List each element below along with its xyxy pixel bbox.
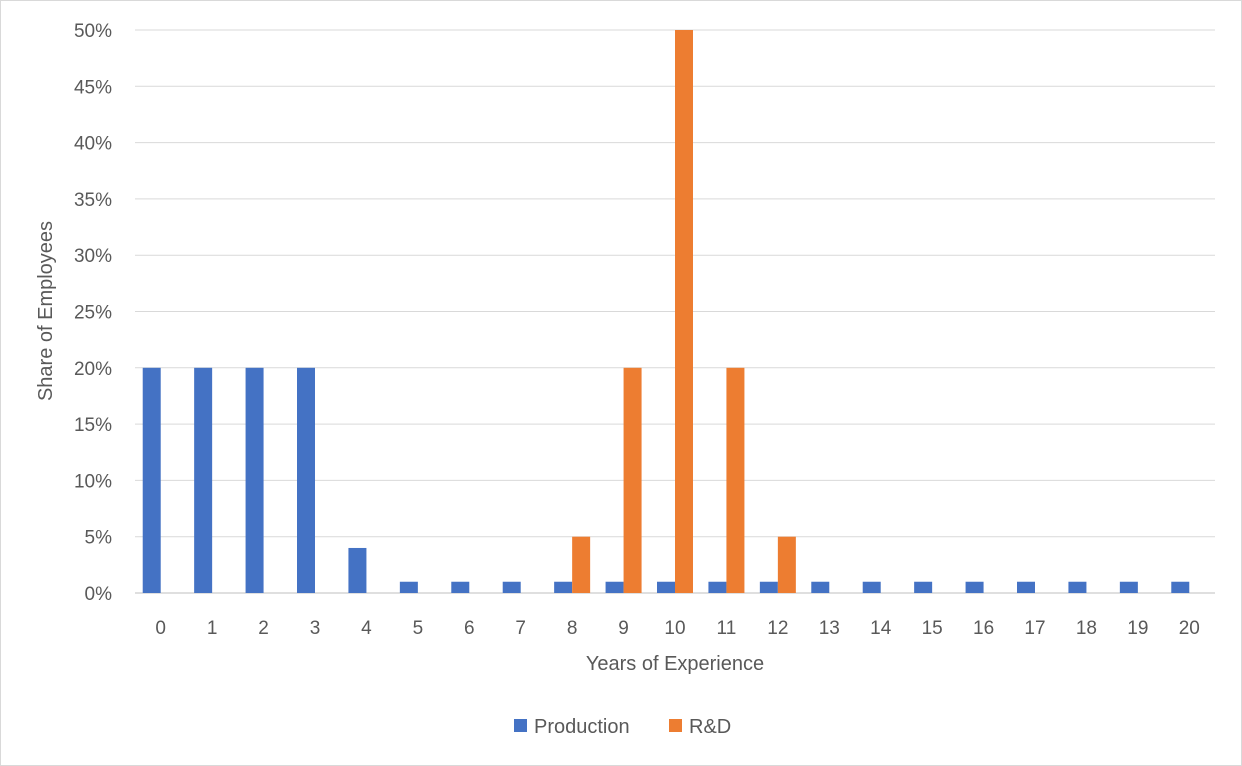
y-tick-label: 0% — [85, 584, 113, 605]
x-tick-label: 4 — [361, 618, 372, 639]
x-axis-ticks: 0 1 2 3 4 5 6 7 8 9 10 11 12 13 14 15 16 17 18 19 20 — [155, 618, 1199, 639]
bar-production-15 — [914, 581, 933, 593]
y-tick-label: 45% — [74, 77, 112, 98]
bar-production-16 — [965, 581, 984, 593]
x-tick-label: 10 — [664, 618, 685, 639]
bar-production-1 — [194, 367, 213, 593]
legend-label-production: Production — [534, 716, 630, 738]
x-tick-label: 8 — [567, 618, 578, 639]
bar-production-12 — [759, 581, 778, 593]
legend-swatch-rd — [669, 719, 682, 732]
bar-production-4 — [348, 547, 367, 593]
y-tick-label: 10% — [74, 471, 112, 492]
legend-swatch-production — [514, 719, 527, 732]
x-tick-label: 18 — [1076, 618, 1097, 639]
bar-production-7 — [502, 581, 521, 593]
y-tick-label: 5% — [85, 528, 113, 549]
x-tick-label: 1 — [207, 618, 218, 639]
x-tick-label: 15 — [922, 618, 943, 639]
y-tick-label: 35% — [74, 190, 112, 211]
y-axis-title: Share of Employees — [35, 221, 57, 401]
x-axis-title: Years of Experience — [586, 653, 764, 675]
y-tick-label: 50% — [74, 21, 112, 42]
y-tick-label: 15% — [74, 415, 112, 436]
bar-production-14 — [862, 581, 881, 593]
bar-rd-11 — [726, 367, 745, 593]
x-tick-label: 3 — [310, 618, 321, 639]
x-tick-label: 13 — [819, 618, 840, 639]
x-tick-label: 0 — [155, 618, 166, 639]
bar-rd-10 — [675, 30, 693, 593]
bar-production-11 — [708, 581, 727, 593]
legend-label-rd: R&D — [689, 716, 731, 738]
y-tick-label: 20% — [74, 359, 112, 380]
bar-rd-8 — [572, 536, 591, 593]
x-tick-label: 19 — [1127, 618, 1148, 639]
bar-production-10 — [657, 581, 675, 593]
bar-rd-12 — [777, 536, 796, 593]
bar-production-17 — [1017, 581, 1035, 593]
legend: Production R&D — [514, 716, 731, 738]
x-tick-label: 12 — [767, 618, 788, 639]
x-tick-label: 2 — [258, 618, 269, 639]
x-tick-label: 11 — [717, 618, 737, 639]
bar-production-19 — [1119, 581, 1138, 593]
y-tick-label: 30% — [74, 246, 112, 267]
bar-production-8 — [554, 581, 573, 593]
bar-production-2 — [245, 367, 264, 593]
bar-production-13 — [811, 581, 830, 593]
x-tick-label: 6 — [464, 618, 475, 639]
bar-production-6 — [451, 581, 470, 593]
bar-rd-9 — [623, 367, 642, 593]
bar-production-18 — [1068, 581, 1087, 593]
bars — [142, 30, 1190, 593]
x-tick-label: 16 — [973, 618, 994, 639]
y-tick-label: 40% — [74, 134, 112, 155]
bar-production-3 — [297, 367, 315, 593]
bar-production-20 — [1171, 581, 1190, 593]
x-tick-label: 14 — [870, 618, 892, 639]
bar-production-5 — [399, 581, 418, 593]
bar-production-0 — [142, 367, 161, 593]
x-tick-label: 9 — [618, 618, 629, 639]
y-axis-ticks: 0% 5% 10% 15% 20% 25% 30% 35% 40% 45% 50% — [74, 21, 112, 605]
bar-production-9 — [605, 581, 624, 593]
x-tick-label: 5 — [413, 618, 424, 639]
x-tick-label: 17 — [1024, 618, 1045, 639]
x-tick-label: 7 — [515, 618, 526, 639]
y-tick-label: 25% — [74, 303, 112, 324]
x-tick-label: 20 — [1179, 618, 1200, 639]
